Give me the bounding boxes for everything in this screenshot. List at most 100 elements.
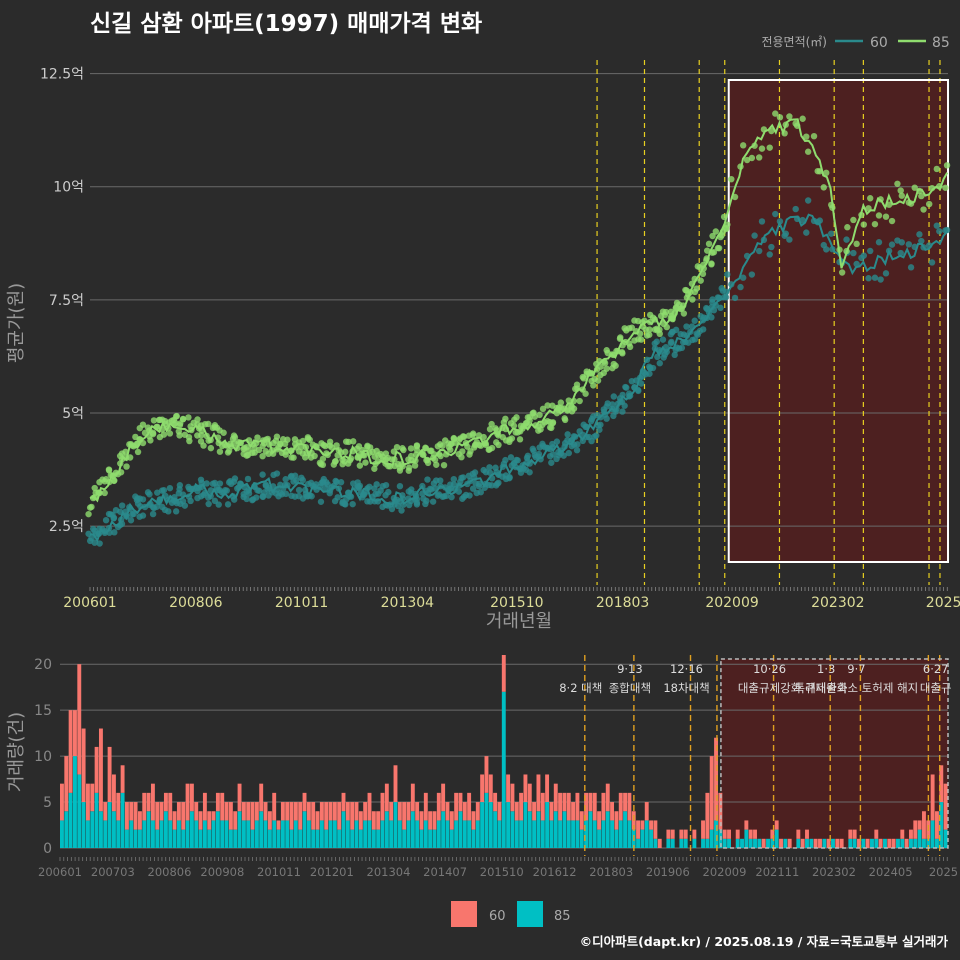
data-point (843, 236, 850, 243)
data-point (411, 462, 419, 469)
data-point (553, 438, 561, 445)
bar-85 (913, 838, 918, 848)
bar-60 (683, 829, 688, 839)
data-point (823, 169, 830, 177)
data-point (160, 431, 168, 438)
data-point (460, 433, 468, 441)
bar-60 (285, 802, 290, 821)
bar-85 (415, 820, 420, 848)
bar-60 (835, 838, 840, 848)
bar-60 (458, 792, 463, 812)
bar-85 (354, 820, 359, 848)
data-point (153, 503, 160, 511)
data-point (486, 464, 493, 471)
data-point (455, 488, 463, 495)
bar-85 (848, 838, 853, 848)
bar-60 (311, 802, 316, 830)
data-point (298, 443, 305, 451)
data-point (943, 162, 951, 169)
bar-60 (345, 802, 350, 821)
bar-85 (376, 829, 381, 848)
data-point (610, 393, 617, 400)
data-point (118, 502, 126, 509)
bar-85 (332, 820, 337, 848)
data-point (628, 324, 636, 331)
bar-60 (857, 838, 861, 848)
bar-85 (168, 820, 173, 848)
data-point (102, 516, 110, 524)
bar-60 (103, 802, 108, 821)
data-point (894, 180, 901, 187)
data-point (683, 323, 690, 330)
bar-60 (709, 756, 714, 830)
bar-60 (107, 746, 112, 803)
data-point (619, 350, 626, 357)
data-point (820, 184, 827, 191)
bar-60 (644, 802, 649, 821)
bar-85 (870, 838, 874, 848)
bar-60 (280, 802, 285, 821)
bar-60 (389, 802, 394, 821)
data-point (176, 432, 183, 439)
bar-85 (315, 829, 320, 848)
data-point (712, 228, 720, 235)
data-point (513, 456, 520, 464)
data-point (663, 323, 670, 331)
data-point (413, 501, 421, 508)
bar-60 (306, 802, 311, 821)
data-point (585, 433, 593, 441)
data-point (166, 430, 174, 437)
bar-60 (319, 802, 324, 821)
bar-60 (449, 811, 454, 830)
data-point (437, 452, 444, 460)
bar-60 (640, 820, 645, 830)
bar-60 (441, 783, 446, 812)
bar-60 (805, 829, 809, 839)
data-point (502, 456, 509, 464)
bar-85 (133, 829, 138, 848)
bar-85 (389, 820, 394, 848)
bar-60 (259, 783, 264, 812)
bar-85 (571, 820, 576, 848)
bar-85 (462, 820, 467, 848)
x-tick-label: 202302 (811, 595, 864, 611)
bar-60 (133, 802, 138, 830)
data-point (638, 336, 645, 343)
data-point (333, 442, 340, 449)
bar-85 (228, 829, 233, 848)
bar-85 (536, 811, 541, 848)
data-point (850, 216, 857, 224)
bar-60 (155, 802, 160, 830)
bar-60 (540, 792, 545, 821)
data-point (150, 417, 158, 424)
bar-60 (215, 792, 220, 812)
data-point (871, 220, 879, 228)
data-point (253, 494, 260, 501)
bar-85 (428, 829, 433, 848)
bar-85 (653, 838, 658, 848)
bar-85 (523, 802, 528, 848)
data-point (573, 381, 581, 388)
data-point (126, 454, 134, 461)
data-point (530, 447, 537, 454)
policy-date-label: 9·13 (617, 662, 643, 676)
bar-85 (740, 838, 744, 848)
bar-60 (497, 802, 502, 821)
bar-60 (393, 765, 398, 803)
bar-85 (371, 829, 376, 848)
data-point (943, 226, 951, 234)
data-point (488, 444, 496, 452)
bar-85 (896, 838, 900, 848)
bar-60 (124, 802, 129, 830)
series-line-60 (89, 213, 949, 543)
y-tick-label: 5억 (62, 406, 84, 422)
policy-label: 규제완화 (805, 681, 848, 695)
bar-85 (705, 838, 710, 848)
data-point (860, 221, 867, 228)
data-point (768, 243, 775, 251)
y-tick-label-bottom: 15 (34, 703, 52, 719)
bar-60 (705, 792, 710, 839)
bar-85 (601, 820, 606, 848)
data-point (305, 435, 312, 442)
bar-60 (735, 829, 740, 839)
